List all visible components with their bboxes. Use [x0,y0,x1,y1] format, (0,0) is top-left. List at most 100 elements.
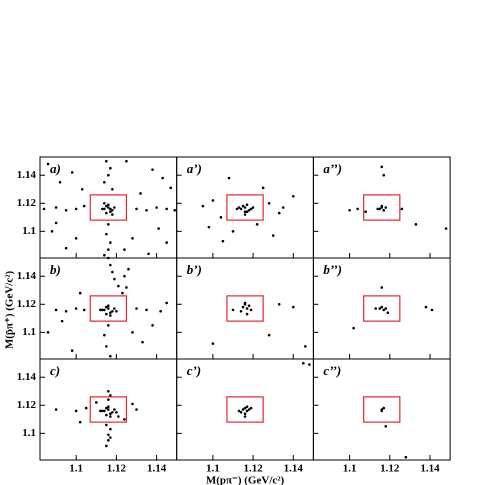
x-tick-label: 1.14 [147,463,167,475]
point [74,207,78,211]
point [60,319,64,323]
point [243,213,247,216]
point [127,267,130,271]
point [147,252,150,256]
point [109,354,112,358]
point [105,345,108,348]
point [304,345,307,348]
point [123,418,126,421]
point [378,207,382,211]
point [135,307,138,310]
point [109,263,112,267]
y-tick-label: 1.14 [17,371,37,383]
point [82,308,86,312]
point [382,209,386,212]
point [227,176,231,180]
point [382,308,386,312]
point [356,207,359,211]
point [243,412,247,416]
point [241,204,245,208]
point [99,308,102,312]
signal-box [89,396,128,423]
point [117,415,120,418]
point [70,171,74,174]
point [107,304,110,307]
point [151,324,154,327]
point [131,402,134,406]
point [247,209,251,212]
point [105,312,108,316]
point [105,211,108,215]
point [107,203,110,206]
point [161,176,164,180]
point [107,324,110,327]
point [145,209,148,212]
point [249,207,253,211]
point [243,210,247,214]
point [107,389,110,393]
point [281,206,285,209]
signal-box [363,396,401,423]
point [103,207,106,211]
point [107,408,110,411]
point [231,308,235,312]
point [380,409,384,413]
point [251,206,255,209]
point [155,206,158,209]
point [50,230,54,233]
point [211,342,215,345]
panel-label: b’’) [323,262,342,277]
point [291,194,295,198]
point [64,310,68,313]
point [111,213,114,216]
signal-box [226,396,264,423]
point [58,180,62,184]
point [109,427,112,431]
point [267,333,271,337]
point [245,312,249,316]
point [105,204,108,208]
panel-label: a’’) [323,161,342,176]
point [103,253,106,257]
point [113,307,116,310]
point [352,326,355,330]
point [107,223,110,226]
point [378,307,382,310]
x-tick-label: 1.12 [380,463,400,475]
point [113,408,116,411]
point [54,308,58,312]
point [237,409,241,413]
point [430,308,434,312]
point [107,173,110,177]
point [74,237,78,240]
point [107,439,110,442]
point [109,436,112,439]
point [105,406,108,410]
point [348,209,351,212]
point [125,159,128,163]
point [211,199,215,202]
panel-label: b’) [187,262,202,277]
x-tick-label: 1.12 [243,463,263,475]
point [201,204,205,208]
point [99,409,102,413]
point [111,310,114,313]
point [219,216,223,219]
point [277,211,281,215]
point [107,405,110,408]
point [105,305,108,309]
point [245,409,249,413]
panel-frame [312,358,451,461]
point [291,305,295,309]
point [277,302,281,306]
point [157,227,160,230]
point [135,408,138,411]
panel-label: c’’) [323,363,341,378]
point [101,409,104,413]
point [54,221,58,225]
point [103,409,106,413]
y-tick-label: 1.1 [22,427,36,439]
x-tick-label: 1.1 [206,463,220,475]
point [384,425,388,428]
